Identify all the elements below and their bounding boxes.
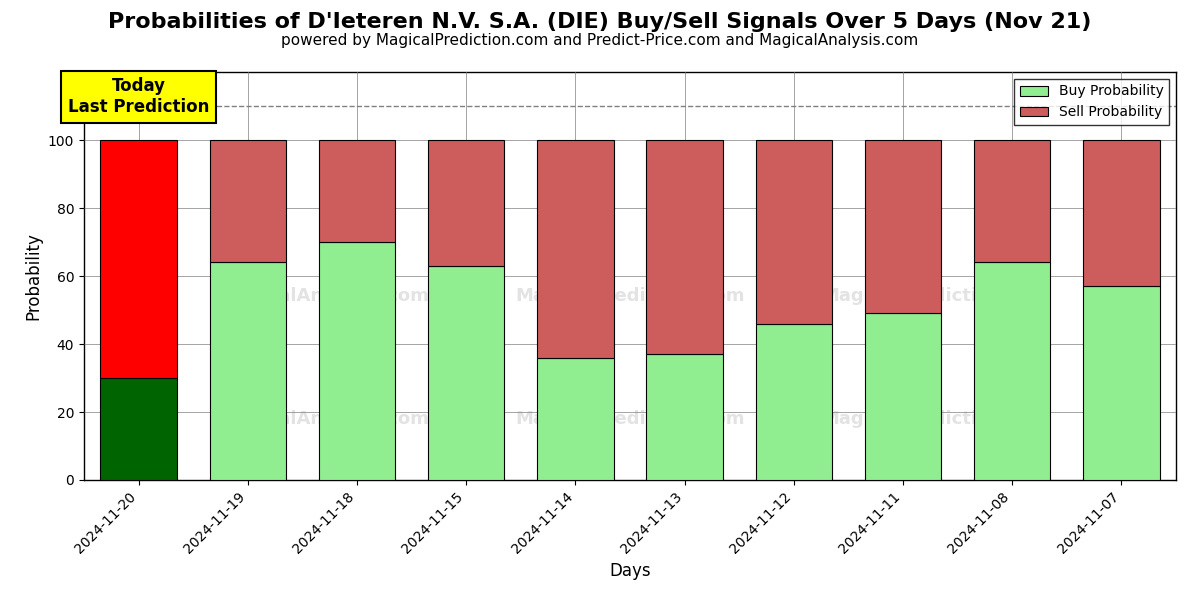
Text: MagicalAnalysis.com: MagicalAnalysis.com (220, 287, 430, 305)
Bar (319, 242, 395, 480)
Legend: Buy Probability, Sell Probability: Buy Probability, Sell Probability (1014, 79, 1169, 125)
Bar (974, 262, 1050, 480)
Bar (101, 378, 176, 480)
Y-axis label: Probability: Probability (24, 232, 42, 320)
Bar (428, 266, 504, 480)
Text: powered by MagicalPrediction.com and Predict-Price.com and MagicalAnalysis.com: powered by MagicalPrediction.com and Pre… (281, 33, 919, 48)
Bar (210, 262, 286, 480)
Bar (1084, 286, 1159, 480)
Bar (319, 140, 395, 242)
Bar (756, 323, 832, 480)
Bar (865, 140, 941, 313)
Bar (865, 313, 941, 480)
Text: MagicalPrediction.com: MagicalPrediction.com (515, 410, 745, 428)
Bar (1084, 140, 1159, 286)
Bar (974, 140, 1050, 262)
Bar (101, 140, 176, 378)
Bar (210, 140, 286, 262)
Text: MagicalPrediction.com: MagicalPrediction.com (515, 287, 745, 305)
Bar (538, 358, 613, 480)
Bar (428, 140, 504, 266)
Text: Today
Last Prediction: Today Last Prediction (68, 77, 209, 116)
Text: Probabilities of D'Ieteren N.V. S.A. (DIE) Buy/Sell Signals Over 5 Days (Nov 21): Probabilities of D'Ieteren N.V. S.A. (DI… (108, 12, 1092, 32)
X-axis label: Days: Days (610, 562, 650, 580)
Text: MagicalAnalysis.com: MagicalAnalysis.com (220, 410, 430, 428)
Text: MagicalPrediction.com: MagicalPrediction.com (821, 410, 1050, 428)
Bar (756, 140, 832, 323)
Bar (647, 140, 722, 354)
Bar (538, 140, 613, 358)
Bar (647, 354, 722, 480)
Text: MagicalPrediction.com: MagicalPrediction.com (821, 287, 1050, 305)
